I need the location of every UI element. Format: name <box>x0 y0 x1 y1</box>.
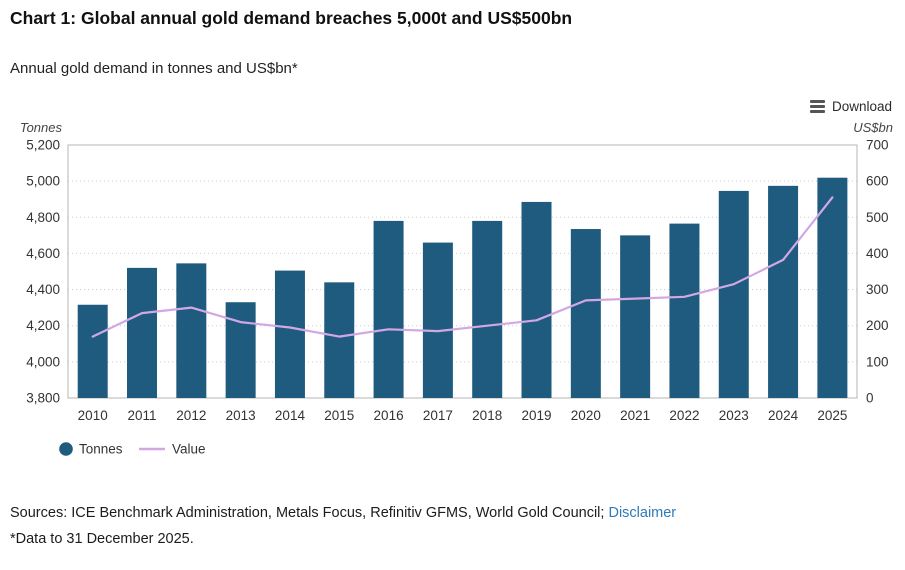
left-axis-tick-4,800: 4,800 <box>26 210 60 225</box>
right-axis-tick-200: 200 <box>866 318 889 333</box>
bar-2010[interactable] <box>77 304 108 398</box>
bar-2025[interactable] <box>817 177 848 398</box>
value-line[interactable] <box>91 196 834 338</box>
right-axis-tick-700: 700 <box>866 138 889 153</box>
left-axis-title: Tonnes <box>19 120 62 135</box>
left-axis-tick-4,400: 4,400 <box>26 282 60 297</box>
plot-border <box>67 144 858 399</box>
right-axis-tick-100: 100 <box>866 354 889 369</box>
bar-2011[interactable] <box>127 267 158 398</box>
x-axis-label-2021: 2021 <box>620 408 650 423</box>
x-axis-label-2013: 2013 <box>226 408 256 423</box>
x-axis-label-2011: 2011 <box>127 408 156 423</box>
legend-label-value: Value <box>172 442 206 457</box>
bar-2015[interactable] <box>324 282 355 398</box>
footnote-text: *Data to 31 December 2025. <box>10 531 194 547</box>
right-axis-tick-600: 600 <box>866 174 889 189</box>
bar-2022[interactable] <box>669 223 700 398</box>
left-axis-tick-5,000: 5,000 <box>26 174 60 189</box>
x-axis-label-2010: 2010 <box>78 408 108 423</box>
right-axis-tick-500: 500 <box>866 210 889 225</box>
bar-2020[interactable] <box>570 229 601 398</box>
chart-subtitle: Annual gold demand in tonnes and US$bn* <box>10 60 298 77</box>
left-axis-tick-4,000: 4,000 <box>26 354 60 369</box>
x-axis-label-2020: 2020 <box>571 408 601 423</box>
left-axis-tick-5,200: 5,200 <box>26 138 60 153</box>
x-axis-label-2025: 2025 <box>817 408 847 423</box>
bar-2013[interactable] <box>225 302 256 398</box>
x-axis-label-2023: 2023 <box>719 408 749 423</box>
bar-2023[interactable] <box>718 190 749 398</box>
chart-title: Chart 1: Global annual gold demand breac… <box>10 8 573 28</box>
sources-label: Sources: ICE Benchmark Administration, M… <box>10 505 605 521</box>
legend-item-value[interactable]: Value <box>139 442 206 457</box>
bar-2017[interactable] <box>422 242 453 398</box>
bar-2021[interactable] <box>620 235 651 398</box>
right-axis-tick-300: 300 <box>866 282 889 297</box>
chart-canvas: 5,200 700 5,000 600 4,800 500 4,600 400 4,400 300… <box>26 138 889 457</box>
bar-2014[interactable] <box>274 270 305 398</box>
bar-2012[interactable] <box>176 263 207 398</box>
hamburger-menu-icon <box>809 100 825 113</box>
x-axis-label-2014: 2014 <box>275 408 306 423</box>
x-axis-label-2019: 2019 <box>521 408 551 423</box>
right-axis-tick-400: 400 <box>866 246 889 261</box>
sources-text: Sources: ICE Benchmark Administration, M… <box>10 505 676 521</box>
legend-item-tonnes[interactable]: Tonnes <box>59 442 123 457</box>
bar-2019[interactable] <box>521 201 552 398</box>
left-axis-tick-3,800: 3,800 <box>26 391 60 406</box>
left-axis-tick-4,600: 4,600 <box>26 246 60 261</box>
disclaimer-link[interactable]: Disclaimer <box>608 505 677 521</box>
right-axis-title: US$bn <box>853 120 893 135</box>
x-axis-label-2024: 2024 <box>768 408 799 423</box>
x-axis-label-2022: 2022 <box>669 408 699 423</box>
right-axis-tick-0: 0 <box>866 391 874 406</box>
bar-2016[interactable] <box>373 220 404 398</box>
download-button[interactable]: Download <box>808 97 894 116</box>
bar-2018[interactable] <box>472 220 503 398</box>
x-axis-label-2018: 2018 <box>472 408 502 423</box>
x-axis-label-2015: 2015 <box>324 408 354 423</box>
x-axis-label-2012: 2012 <box>176 408 206 423</box>
x-axis-label-2016: 2016 <box>374 408 404 423</box>
x-axis-label-2017: 2017 <box>423 408 453 423</box>
legend-marker-tonnes <box>59 442 73 456</box>
legend-label-tonnes: Tonnes <box>79 442 123 457</box>
download-label: Download <box>831 99 892 114</box>
bar-2024[interactable] <box>768 185 799 398</box>
left-axis-tick-4,200: 4,200 <box>26 318 60 333</box>
